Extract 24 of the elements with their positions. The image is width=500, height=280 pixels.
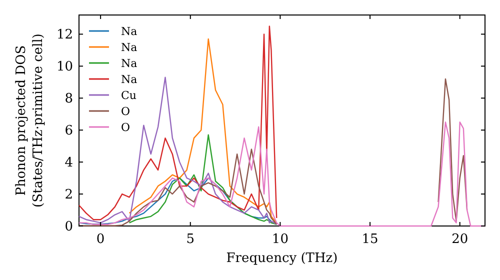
legend-label: O [121, 104, 130, 118]
legend-label: O [121, 120, 130, 134]
y-tick-label: 0 [64, 220, 73, 235]
legend-label: Na [121, 24, 138, 38]
y-axis-title: Phonon projected DOS (States/THz·primitive cell) [14, 33, 46, 208]
y-tick-label: 4 [64, 156, 73, 171]
legend-label: Na [121, 56, 138, 70]
y-tick-label: 8 [64, 92, 73, 107]
y-tick-label: 12 [56, 28, 73, 43]
x-tick-label: 15 [362, 232, 378, 247]
x-tick-label: 0 [96, 232, 105, 247]
x-tick-label: 20 [452, 232, 468, 247]
legend-label: Na [121, 40, 138, 54]
x-tick-label: 5 [186, 232, 195, 247]
legend-label: Na [121, 72, 138, 86]
line-series [79, 76, 278, 225]
x-tick-label: 10 [272, 232, 288, 247]
x-axis-title: Frequency (THz) [226, 251, 338, 266]
y-tick-label: 10 [56, 60, 73, 75]
y-tick-label: 6 [64, 124, 73, 139]
line-series [79, 26, 278, 220]
y-tick-label: 2 [64, 188, 73, 203]
legend-label: Cu [121, 88, 137, 102]
line-series [128, 134, 278, 225]
